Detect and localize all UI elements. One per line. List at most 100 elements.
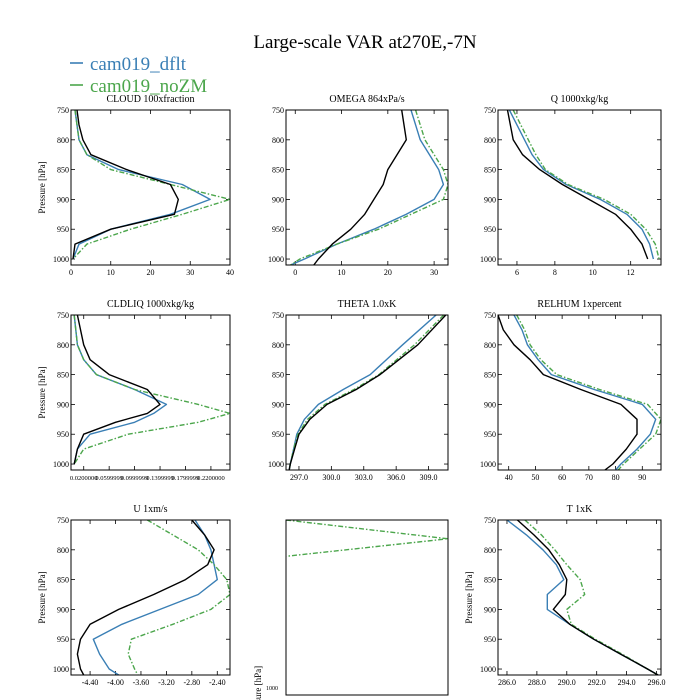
y-tick-label: 900: [484, 195, 496, 204]
series-line-1: [288, 315, 437, 470]
series-line-3: [288, 315, 447, 470]
panel-title: CLOUD 100xfraction: [106, 94, 194, 105]
x-tick-label: 303.0: [355, 473, 373, 482]
chart-panel-7: U 1xm/s Pressure [hPa] 750 800 850 900 950 1000…: [37, 504, 231, 687]
legend-label-nozm: cam019_noZM: [90, 76, 207, 97]
x-tick-label: 90: [638, 473, 646, 482]
x-tick-label: 30: [430, 268, 438, 277]
x-tick-label: 20: [147, 268, 155, 277]
series-line-2: [72, 110, 230, 260]
x-tick-label: 0.1799999: [172, 475, 200, 482]
y-tick-label: 750: [484, 516, 496, 525]
y-tick-label: 850: [484, 371, 496, 380]
panel-title: T 1xK: [567, 504, 593, 515]
y-tick-label: 750: [57, 106, 69, 115]
x-tick-label: 0.1399999: [146, 475, 174, 482]
x-tick-label: 297.0: [290, 473, 308, 482]
x-tick-label: 296.0: [648, 678, 666, 687]
series-line-3: [72, 110, 180, 260]
y-tick-label: 850: [272, 371, 284, 380]
x-tick-label: 10: [589, 268, 597, 277]
y-tick-label: 950: [484, 635, 496, 644]
panel-title: OMEGA 864xPa/s: [329, 94, 404, 105]
y-tick-label: 950: [57, 430, 69, 439]
panel-title: THETA 1.0xK: [338, 299, 397, 310]
series-group: [73, 315, 230, 465]
x-tick-label: -2.80: [184, 678, 201, 687]
x-tick-label: 0.0999999: [121, 475, 149, 482]
y-tick-label: 950: [484, 430, 496, 439]
y-tick-label: 1000: [268, 460, 284, 469]
series-line-1: [506, 520, 659, 675]
plot-frame: [285, 519, 449, 696]
chart-panel-5: THETA 1.0xK 750 800 850 900 950 1000 297.0 300.0…: [268, 299, 449, 482]
plot-frame: [285, 109, 449, 266]
x-tick-label: 0: [293, 268, 297, 277]
y-tick-label: 750: [272, 311, 284, 320]
x-tick-label: 40: [505, 473, 513, 482]
x-tick-label: 40: [226, 268, 234, 277]
chart-panel-1: CLOUD 100xfraction Pressure [hPa] 750 800 85…: [37, 94, 234, 277]
series-line-2: [73, 315, 230, 465]
y-tick-label: 800: [484, 546, 496, 555]
series-line-3: [498, 315, 638, 470]
y-tick-label: 750: [484, 311, 496, 320]
series-line-1: [513, 315, 657, 470]
y-tick-label: 800: [272, 341, 284, 350]
series-line-3: [506, 110, 649, 260]
y-axis-label: Pressure [hPa]: [37, 571, 47, 623]
y-tick-label: 850: [57, 371, 69, 380]
y-tick-label: 800: [272, 136, 284, 145]
series-group: [72, 110, 230, 260]
chart-panel-3: Q 1000xkg/kg 750 800 850 900 950 1000 6 8 10 12: [480, 94, 662, 277]
panel-title: Q 1000xkg/kg: [551, 94, 609, 105]
y-tick-label: 800: [57, 136, 69, 145]
x-tick-label: 30: [186, 268, 194, 277]
series-line-1: [92, 520, 219, 675]
y-tick-label: 750: [272, 106, 284, 115]
x-tick-label: 10: [107, 268, 115, 277]
x-tick-label: -3.60: [133, 678, 150, 687]
x-tick-label: 294.0: [618, 678, 636, 687]
series-group: [506, 110, 660, 260]
cutoff-ylabel: Pressure [hPa]: [253, 666, 263, 700]
plot-frame: [497, 314, 662, 471]
series-line-1: [290, 110, 445, 265]
x-tick-label: -2.40: [209, 678, 226, 687]
series-group: [498, 315, 661, 470]
panel-title: CLDLIQ 1000xkg/kg: [107, 299, 194, 310]
x-tick-label: 8: [553, 268, 557, 277]
x-tick-label: 0: [69, 268, 73, 277]
series-group: [286, 520, 448, 557]
x-tick-label: -4.00: [107, 678, 124, 687]
y-tick-label: 850: [57, 576, 69, 585]
x-tick-label: 10: [338, 268, 346, 277]
cutoff-tick: 1000: [266, 686, 278, 692]
x-tick-label: 70: [585, 473, 593, 482]
y-tick-label: 1000: [53, 255, 69, 264]
y-tick-label: 800: [484, 341, 496, 350]
y-tick-label: 900: [484, 605, 496, 614]
panel-title: U 1xm/s: [133, 504, 167, 515]
y-tick-label: 750: [57, 516, 69, 525]
y-tick-label: 900: [484, 400, 496, 409]
y-tick-label: 800: [57, 546, 69, 555]
chart-panel-6: RELHUM 1xpercent 750 800 850 900 950 1000 40 50 6…: [480, 299, 662, 482]
x-tick-label: 292.0: [588, 678, 606, 687]
x-tick-label: 12: [627, 268, 635, 277]
x-tick-label: -3.20: [158, 678, 175, 687]
y-tick-label: 900: [272, 195, 284, 204]
x-tick-label: 0.0200000: [70, 475, 98, 482]
y-tick-label: 850: [272, 166, 284, 175]
y-tick-label: 750: [57, 311, 69, 320]
plot-frame: [497, 519, 662, 676]
series-line-2: [290, 110, 448, 265]
x-tick-label: 300.0: [322, 473, 340, 482]
series-group: [288, 315, 447, 470]
y-axis-label: Pressure [hPa]: [37, 366, 47, 418]
chart-panel-2: OMEGA 864xPa/s 750 800 850 900 950 1000 0 10 20 30: [268, 94, 449, 277]
x-tick-label: 6: [515, 268, 519, 277]
y-tick-label: 950: [57, 635, 69, 644]
